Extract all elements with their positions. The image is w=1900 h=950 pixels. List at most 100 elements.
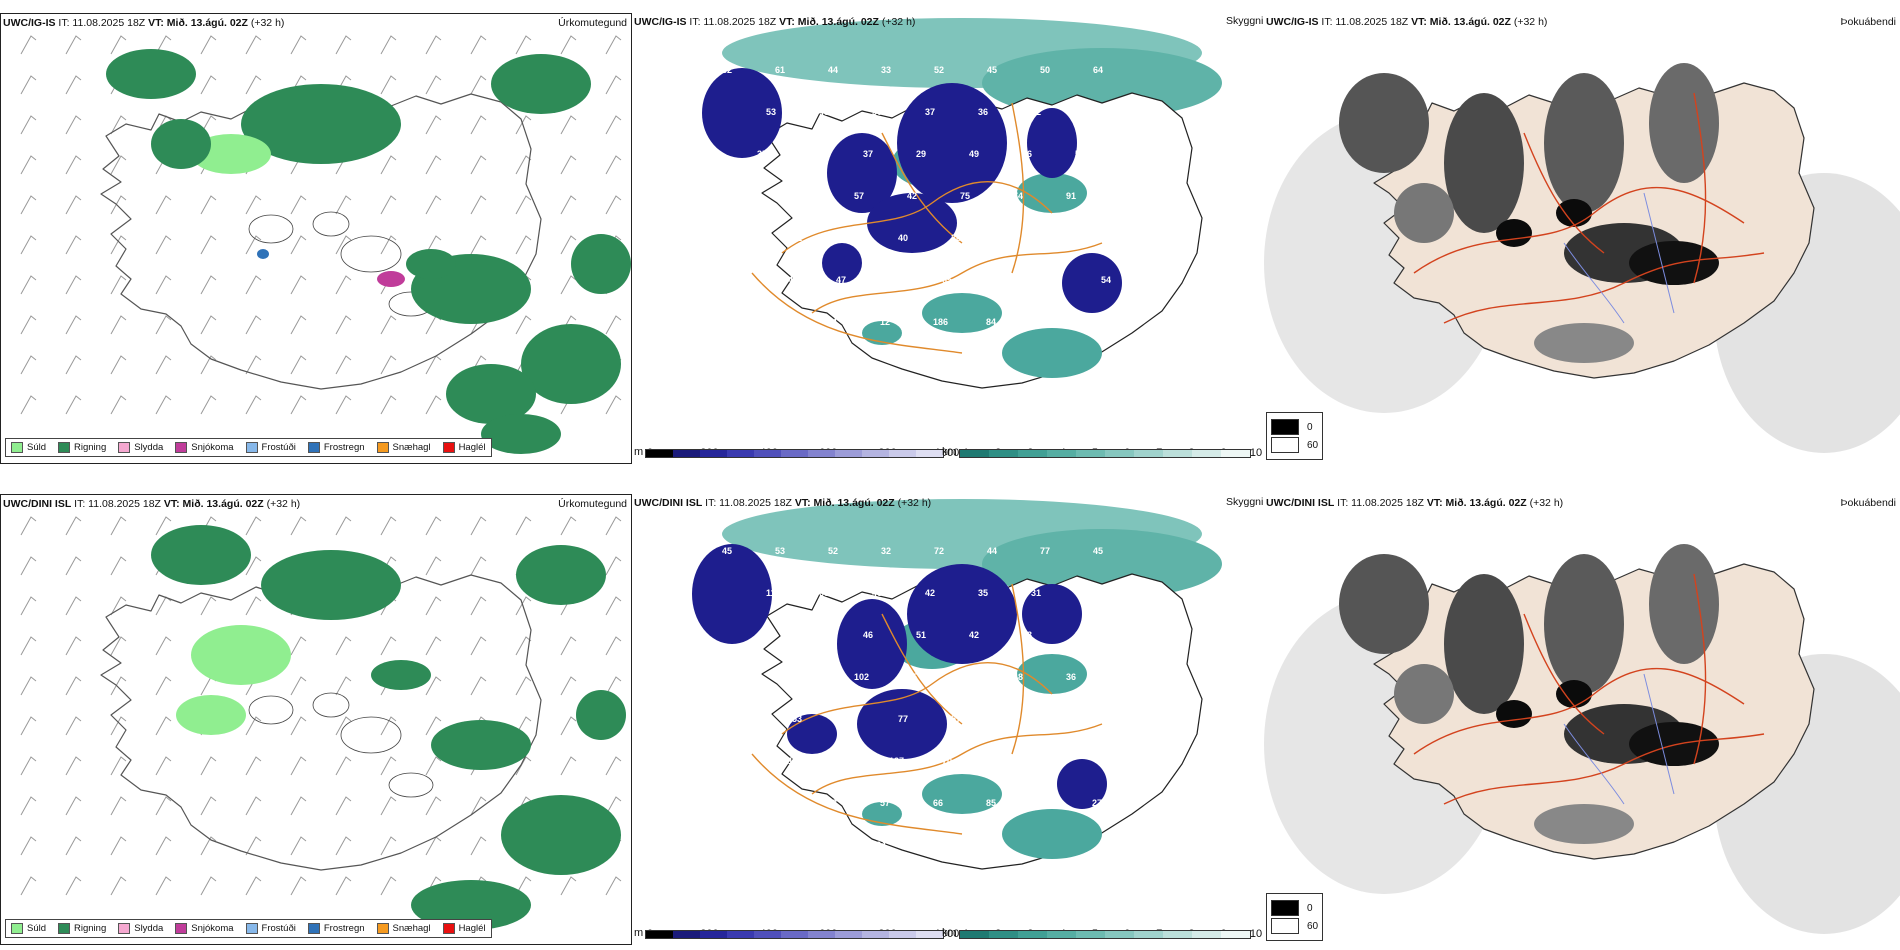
wind-barb xyxy=(155,796,172,816)
wind-barb xyxy=(335,355,352,375)
cloud-base-unit: m xyxy=(634,446,644,458)
panel-title: UWC/DINI ISL IT: 11.08.2025 18Z VT: Mið.… xyxy=(1266,497,1564,509)
cloud-base-value: 52 xyxy=(934,65,944,75)
wind-barb xyxy=(290,195,307,215)
wind-barb xyxy=(20,836,37,856)
wind-barb xyxy=(380,155,397,175)
glacier-outline xyxy=(312,211,350,237)
precip-area xyxy=(261,550,401,620)
wind-barb xyxy=(65,115,82,135)
cloud-base-value: 38 xyxy=(995,275,1005,285)
colorbar-box xyxy=(754,450,782,457)
wind-barb xyxy=(155,636,172,656)
wind-barb xyxy=(425,796,442,816)
wind-barb xyxy=(335,35,352,55)
panel-title: UWC/DINI ISL IT: 11.08.2025 18Z VT: Mið.… xyxy=(634,497,932,509)
colorbar-box xyxy=(727,450,755,457)
cloud-base-colorbar: m xyxy=(634,927,945,939)
wind-barb xyxy=(335,516,352,536)
cloud-base-value: 279 xyxy=(1092,798,1107,808)
cloud-base-value: 45 xyxy=(1004,714,1014,724)
wind-barb xyxy=(470,676,487,696)
wind-barb xyxy=(605,315,622,335)
fog-indicator-legend: 0 60 xyxy=(1266,412,1324,460)
wind-barb xyxy=(20,75,37,95)
wind-barb xyxy=(470,836,487,856)
wind-barb xyxy=(20,516,37,536)
cloud-base-value: 49 xyxy=(969,149,979,159)
wind-barb xyxy=(335,235,352,255)
wind-barb xyxy=(20,315,37,335)
fog-indicator-map xyxy=(1264,494,1900,945)
low-cloud-base-area xyxy=(867,193,957,253)
river-line xyxy=(1643,192,1675,314)
wind-barb xyxy=(470,155,487,175)
low-cloud-base-area xyxy=(692,544,772,644)
cloud-base-value: 83 xyxy=(1022,630,1032,640)
wind-barb xyxy=(20,355,37,375)
legend-item: Frostregn xyxy=(307,923,365,934)
colorbar-box xyxy=(988,931,1018,938)
colorbar-box xyxy=(1104,931,1134,938)
wind-barb xyxy=(20,596,37,616)
wind-barb xyxy=(110,355,127,375)
low-visibility-area xyxy=(1002,328,1102,378)
colorbar-box xyxy=(835,931,863,938)
precip-type-map xyxy=(20,516,626,930)
fog-shade xyxy=(1556,199,1592,227)
cloud-base-value: 50 xyxy=(1075,149,1085,159)
colorbar-box xyxy=(889,450,917,457)
wind-barb xyxy=(605,395,622,415)
wind-barb xyxy=(155,516,172,536)
legend-swatch xyxy=(1271,419,1299,435)
cloud-base-value: 47 xyxy=(836,275,846,285)
wind-barb xyxy=(605,876,622,896)
wind-barb xyxy=(200,75,217,95)
wind-barb xyxy=(380,35,397,55)
wind-barb xyxy=(65,796,82,816)
wind-barb xyxy=(65,395,82,415)
colorbar-box xyxy=(808,931,836,938)
cloud-base-value: 130 xyxy=(730,275,745,285)
road-line xyxy=(1011,583,1025,755)
wind-barb xyxy=(245,796,262,816)
cloud-base-value: 46 xyxy=(863,630,873,640)
wind-barb xyxy=(560,676,577,696)
wind-barb xyxy=(425,716,442,736)
visibility-colorbar: km xyxy=(942,446,1251,458)
wind-barb xyxy=(155,676,172,696)
wind-barb xyxy=(155,275,172,295)
cloud-base-value: 42 xyxy=(925,588,935,598)
cloud-base-value: 61 xyxy=(775,65,785,75)
wind-barb xyxy=(155,716,172,736)
wind-barb xyxy=(470,636,487,656)
wind-barb xyxy=(470,596,487,616)
wind-barb xyxy=(110,676,127,696)
cloud-base-value: 36 xyxy=(810,630,820,640)
cloud-base-value: 147 xyxy=(783,275,798,285)
wind-barb xyxy=(290,275,307,295)
wind-barb xyxy=(380,395,397,415)
low-cloud-base-area xyxy=(907,564,1017,664)
precip-area xyxy=(191,625,291,685)
legend-label: Súld xyxy=(27,442,47,453)
legend-label: Slydda xyxy=(134,442,164,453)
low-cloud-base-area xyxy=(702,68,782,158)
cloud-base-value: 80 xyxy=(1048,756,1058,766)
wind-barb xyxy=(155,195,172,215)
precip-area xyxy=(151,119,211,169)
fog-indicator-legend: 0 60 xyxy=(1266,893,1324,941)
cloud-base-value: 101 xyxy=(774,317,789,327)
legend-swatch xyxy=(175,442,188,453)
wind-barb xyxy=(605,556,622,576)
colorbar-box xyxy=(700,450,728,457)
road-line xyxy=(1413,667,1745,755)
cloud-base-value: 36 xyxy=(1022,149,1032,159)
wind-barb xyxy=(20,275,37,295)
road-line xyxy=(751,272,963,354)
wind-barb xyxy=(425,35,442,55)
wind-barb xyxy=(425,235,442,255)
snow-area xyxy=(377,271,405,287)
legend-label: Haglél xyxy=(458,923,486,934)
cloud-base-value: 37 xyxy=(863,149,873,159)
